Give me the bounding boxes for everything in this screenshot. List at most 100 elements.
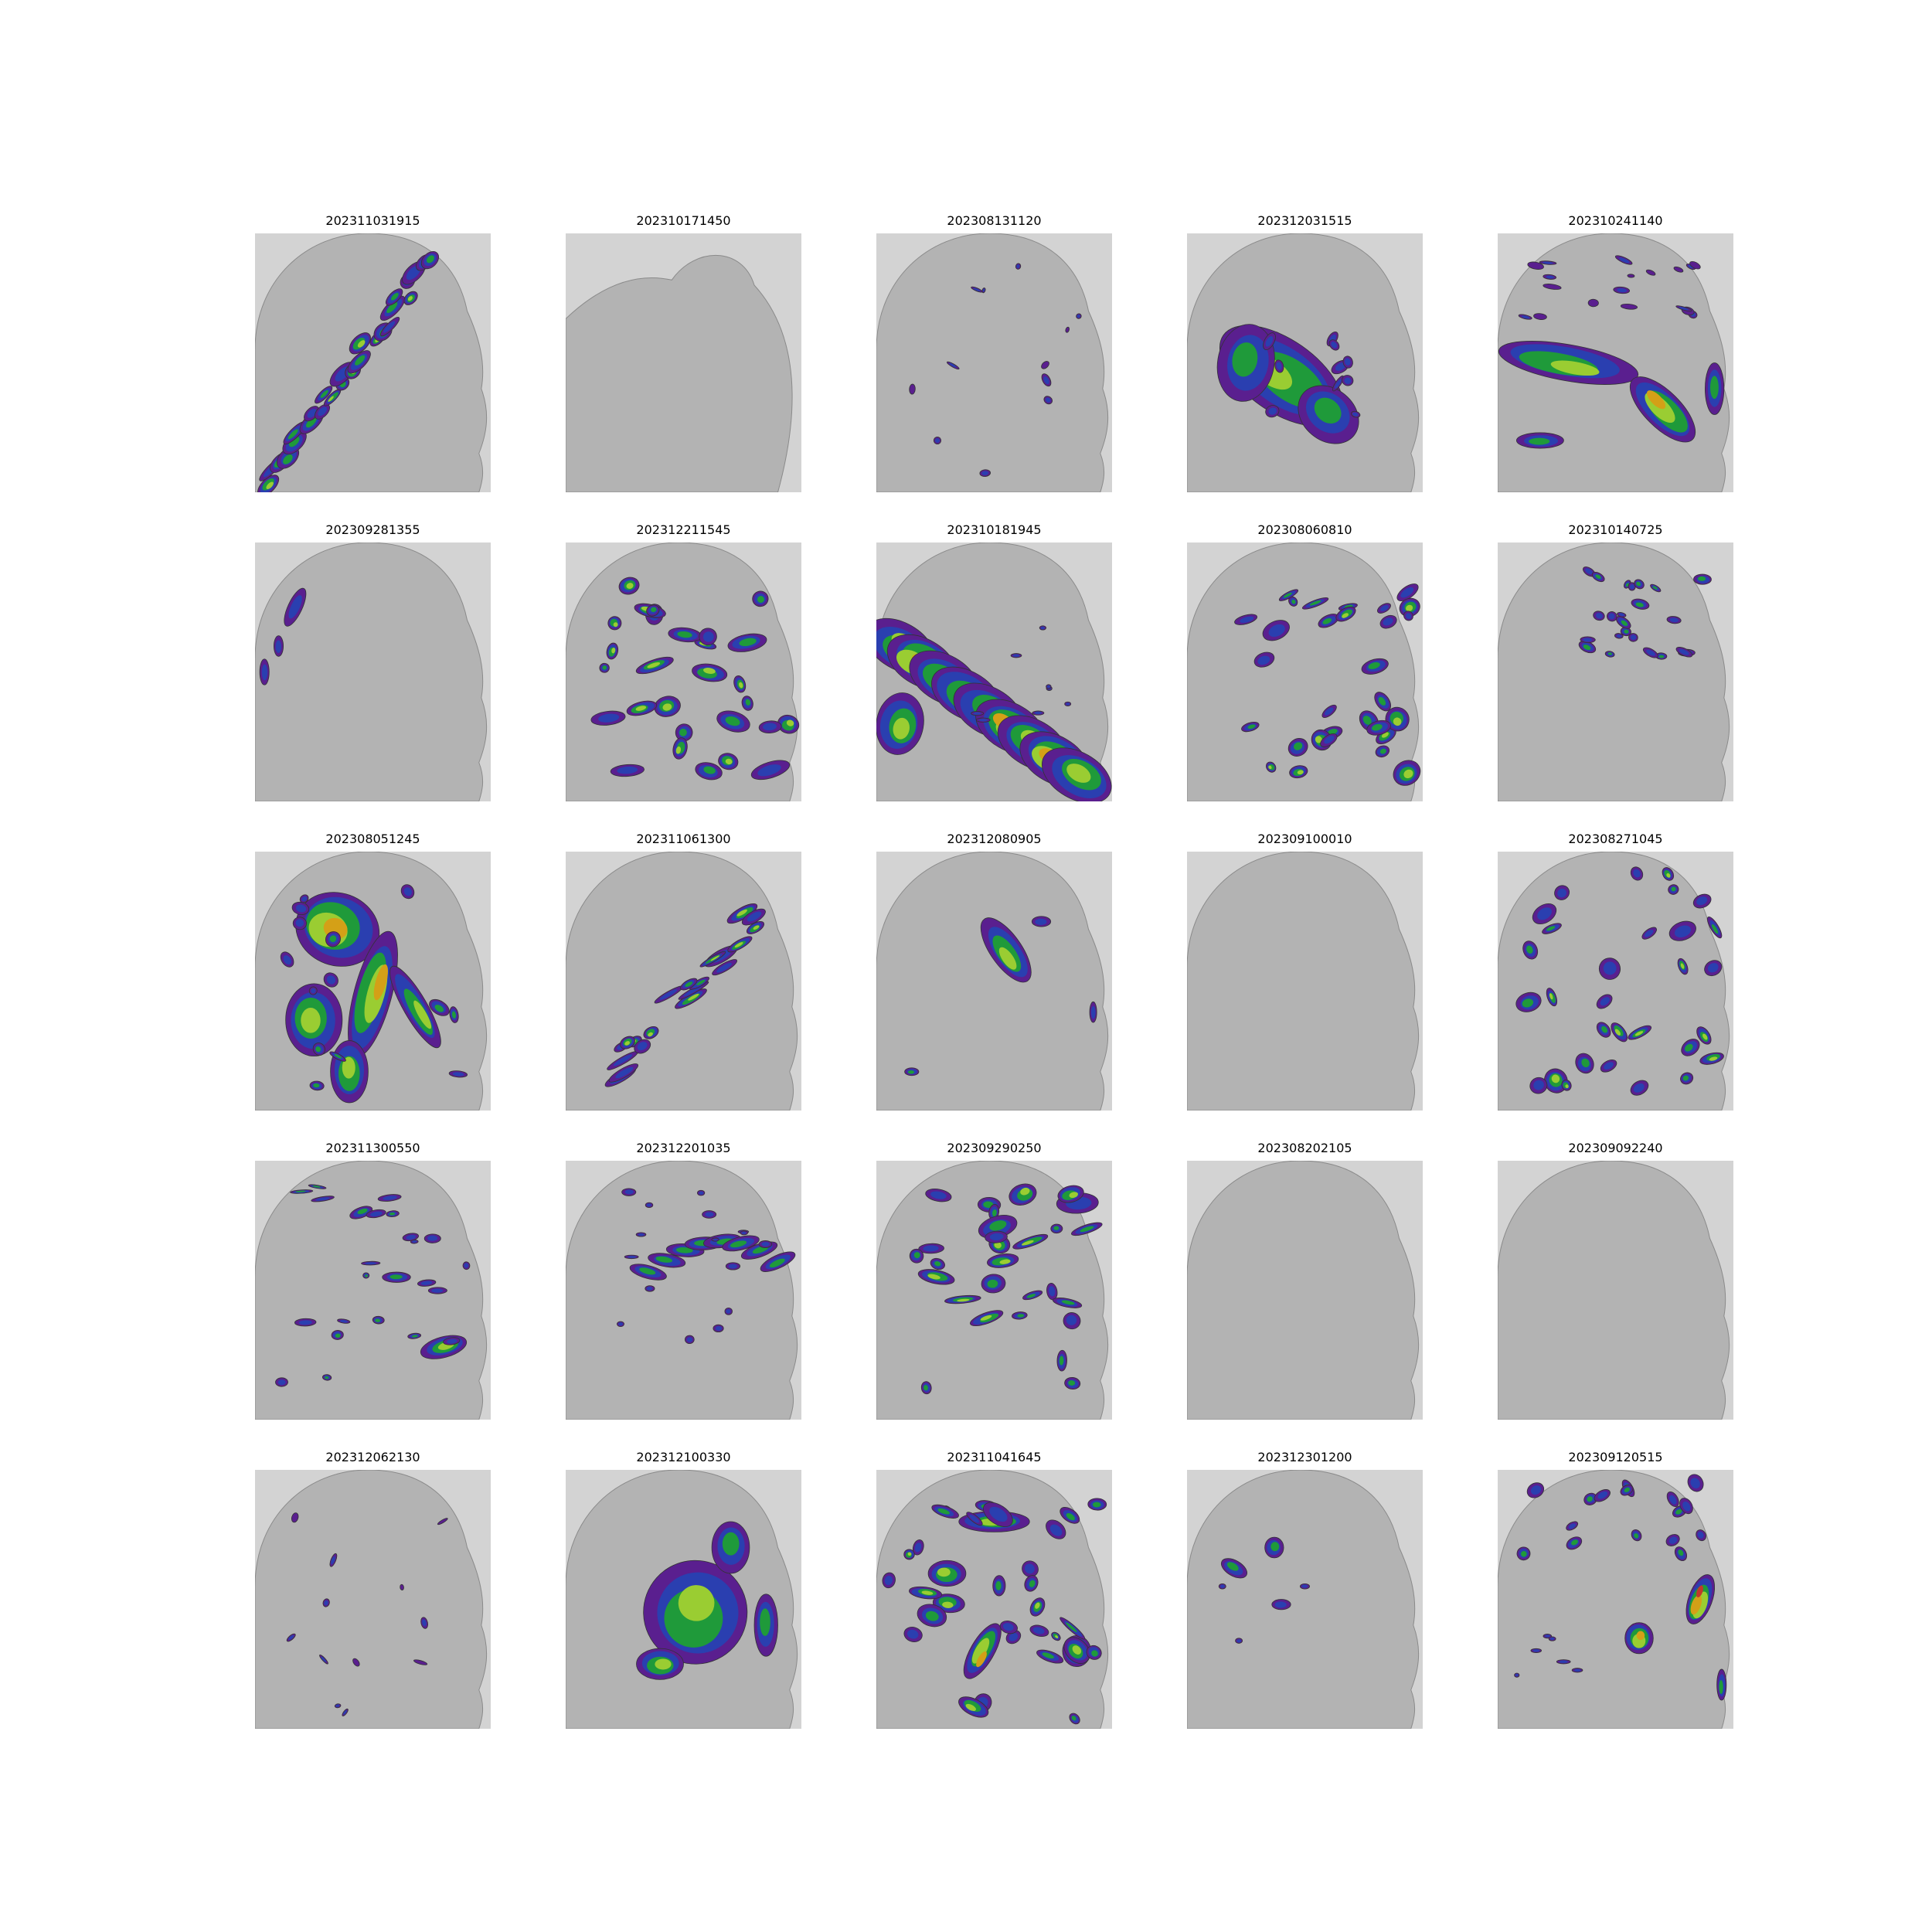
echo-cell (1041, 747, 1112, 801)
echo-cell (1594, 1489, 1611, 1502)
echo-cell (311, 1196, 335, 1202)
echo-cell (740, 1230, 748, 1236)
panel-title: 202308131120 (947, 213, 1042, 228)
echo-cell (1575, 1053, 1594, 1074)
echo-cell (1699, 1052, 1724, 1065)
echo-cell (626, 700, 658, 716)
echo-cell (1220, 1558, 1248, 1579)
echo-cell (1039, 625, 1047, 631)
echo-cell (971, 711, 985, 716)
echo-cell (1665, 1534, 1680, 1546)
echo-cell (1675, 305, 1692, 312)
echo-layer (259, 587, 307, 685)
echo-cell (402, 1233, 420, 1242)
echo-cell (1689, 260, 1701, 270)
radar-panel: 202309120515 (1498, 1451, 1733, 1729)
echo-cell (1012, 1233, 1049, 1250)
echo-cell (876, 692, 924, 755)
echo-cell (944, 1294, 981, 1304)
echo-cell (925, 1189, 952, 1202)
echo-cell (1696, 1026, 1712, 1045)
echo-cell (1526, 1482, 1545, 1498)
echo-cell (1578, 641, 1597, 654)
panel-title: 202312100330 (636, 1450, 731, 1464)
echo-cell (1264, 1536, 1284, 1559)
echo-cell (933, 437, 942, 445)
echo-cell (377, 1194, 402, 1202)
echo-cell (386, 1210, 400, 1217)
echo-cell (695, 762, 723, 781)
echo-cell (1628, 633, 1638, 642)
echo-cell (437, 1518, 448, 1526)
echo-cell (382, 1271, 411, 1283)
echo-cell (727, 633, 767, 652)
radar-panel: 202311061300 (566, 832, 801, 1111)
echo-cell (1571, 1668, 1583, 1673)
echo-cell (1046, 1519, 1066, 1539)
echo-cell (733, 675, 747, 693)
panel-title: 202311300550 (325, 1141, 420, 1155)
echo-cell (1666, 1491, 1679, 1508)
radar-panel: 202308202105 (1187, 1141, 1423, 1420)
radar-coverage-area (566, 1161, 798, 1420)
echo-cell (912, 1539, 924, 1556)
echo-cell (1359, 710, 1379, 732)
echo-cell (1060, 1507, 1080, 1524)
echo-cell (321, 1374, 332, 1381)
echo-cell (619, 1036, 635, 1049)
radar-map (566, 852, 801, 1111)
echo-cell (1655, 652, 1668, 660)
echo-cell (634, 1039, 651, 1054)
echo-cell (970, 1310, 1004, 1327)
echo-cell (726, 903, 758, 924)
echo-cell (309, 1080, 325, 1091)
echo-cell (713, 1324, 724, 1333)
echo-cell (983, 1502, 1013, 1527)
echo-layer (909, 263, 1082, 477)
echo-cell (777, 714, 800, 734)
echo-cell (1587, 298, 1599, 308)
echo-cell (904, 1067, 920, 1077)
echo-cell (668, 627, 702, 643)
echo-cell (1620, 1485, 1634, 1496)
echo-cell (1561, 1079, 1572, 1091)
echo-cell (1287, 738, 1308, 757)
echo-cell (746, 921, 765, 934)
echo-cell (1031, 916, 1052, 927)
panel-title: 202312201035 (636, 1141, 731, 1155)
echo-cell (1041, 361, 1049, 369)
echo-cell (1379, 614, 1397, 629)
echo-cell (372, 1315, 385, 1325)
echo-cell (646, 604, 660, 617)
echo-cell (1024, 1575, 1039, 1592)
echo-cell (1064, 701, 1072, 706)
panel-title: 202312031515 (1257, 213, 1352, 228)
echo-cell (1514, 1672, 1520, 1678)
echo-cell (1518, 314, 1532, 320)
echo-cell (1361, 658, 1389, 675)
echo-cell (696, 1189, 706, 1196)
echo-cell (1598, 957, 1621, 980)
echo-cell (1680, 1072, 1694, 1085)
echo-cell (400, 1583, 404, 1591)
radar-panel: 202309281355 (255, 523, 491, 801)
radar-panel: 202309100010 (1187, 832, 1423, 1111)
echo-cell (1627, 274, 1635, 278)
echo-cell (716, 710, 750, 733)
radar-panel: 202311300550 (255, 1141, 491, 1420)
echo-cell (1278, 589, 1299, 601)
echo-cell (292, 917, 308, 930)
echo-cell (999, 1621, 1018, 1634)
echo-cell (348, 930, 398, 1057)
echo-cell (645, 1285, 655, 1292)
echo-cell (1064, 1376, 1081, 1390)
radar-coverage-area (566, 254, 793, 492)
panel-title: 202312301200 (1257, 1450, 1352, 1464)
echo-cell (1662, 867, 1675, 881)
echo-cell (379, 295, 406, 321)
panel-title: 202310241140 (1568, 213, 1663, 228)
echo-cell (963, 1623, 1002, 1679)
echo-cell (1046, 1283, 1058, 1301)
echo-cell (1692, 893, 1712, 909)
echo-cell (380, 317, 400, 337)
